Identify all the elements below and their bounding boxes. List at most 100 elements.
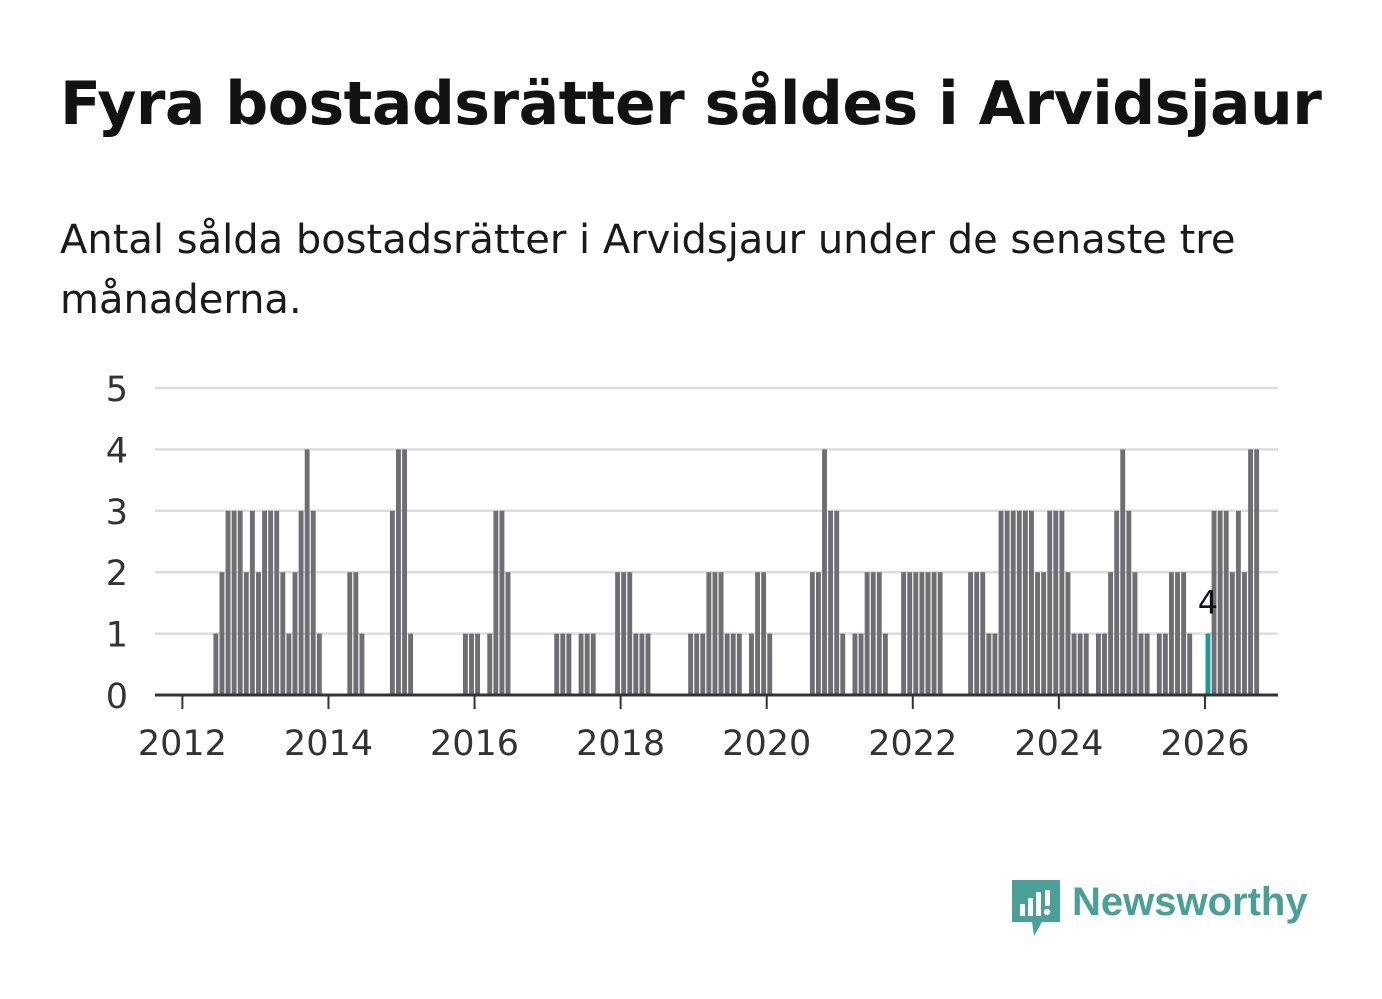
bar — [840, 633, 846, 695]
bar — [353, 572, 359, 695]
bar — [749, 633, 754, 695]
labels: 0 1 2 3 4 5 2012 2014 2016 2018 2020 2022 2024 2026 4 — [106, 370, 1250, 764]
bar — [487, 633, 493, 695]
bar — [359, 633, 365, 695]
bar — [225, 510, 231, 695]
bar — [974, 572, 980, 695]
bar — [1156, 633, 1162, 695]
bar — [736, 633, 742, 695]
y-tick-label: 3 — [106, 493, 128, 533]
bar — [822, 449, 827, 695]
bar — [1010, 510, 1016, 695]
bar — [1114, 510, 1120, 695]
bar — [1022, 510, 1028, 695]
bar — [1102, 633, 1107, 695]
bar — [243, 572, 249, 695]
y-tick-label: 4 — [106, 431, 128, 471]
bar — [718, 572, 724, 695]
bar — [724, 633, 730, 695]
bar — [815, 572, 821, 695]
y-tick-label: 5 — [106, 370, 128, 410]
x-tick-label: 2022 — [868, 724, 957, 764]
x-tick-label: 2014 — [284, 724, 373, 764]
bar — [584, 633, 590, 695]
bar — [645, 633, 651, 695]
bar — [1059, 510, 1065, 695]
bar — [1132, 572, 1138, 695]
bar — [578, 633, 584, 695]
bar — [694, 633, 700, 695]
brand-logo: Newsworthy — [1010, 878, 1308, 940]
x-tick-label: 2016 — [430, 724, 519, 764]
bar — [1229, 572, 1235, 695]
bar — [986, 633, 992, 695]
bar — [1126, 510, 1132, 695]
bar — [1248, 449, 1254, 695]
y-tick-label: 0 — [106, 677, 128, 717]
bar — [858, 633, 864, 695]
bar — [310, 510, 316, 695]
bar — [1077, 633, 1083, 695]
bar — [767, 633, 773, 695]
bar — [639, 633, 645, 695]
bar — [1254, 449, 1260, 695]
bar — [992, 633, 998, 695]
bar — [560, 633, 566, 695]
bar — [1217, 510, 1223, 695]
bar — [256, 572, 261, 695]
bar — [882, 633, 888, 695]
bar — [870, 572, 876, 695]
bar — [907, 572, 913, 695]
x-tick-label: 2024 — [1014, 724, 1103, 764]
bar — [1095, 633, 1101, 695]
axes — [155, 693, 1278, 709]
bar — [316, 633, 322, 695]
bar — [1211, 510, 1217, 695]
y-tick-label: 1 — [106, 616, 128, 656]
bar — [1041, 572, 1047, 695]
bar — [408, 633, 414, 695]
bar — [499, 510, 505, 695]
bar — [286, 633, 292, 695]
bar — [1223, 510, 1229, 695]
bar — [925, 572, 931, 695]
bar — [1162, 633, 1168, 695]
bar — [828, 510, 834, 695]
bar — [980, 572, 986, 695]
gridlines — [155, 386, 1278, 635]
brand-name: Newsworthy — [1072, 880, 1308, 924]
bar — [901, 572, 907, 695]
bar — [1083, 633, 1089, 695]
bar — [730, 633, 736, 695]
chart-subtitle: Antal sålda bostadsrätter i Arvidsjaur u… — [60, 217, 1236, 323]
bar — [1187, 633, 1193, 695]
bar — [262, 510, 268, 695]
bar — [402, 449, 407, 695]
bar — [1235, 510, 1241, 695]
bar — [268, 510, 274, 695]
highlight-data-label: 4 — [1198, 584, 1218, 622]
bar — [1138, 633, 1144, 695]
bar — [1168, 572, 1174, 695]
bar — [1053, 510, 1059, 695]
bar — [231, 510, 237, 695]
bar — [1242, 572, 1247, 695]
bars — [213, 449, 1260, 695]
bar — [505, 572, 511, 695]
bar — [389, 510, 395, 695]
bar — [347, 572, 353, 695]
bar — [852, 633, 858, 695]
x-tick-label: 2018 — [576, 724, 665, 764]
bar — [274, 510, 280, 695]
bar — [1065, 572, 1071, 695]
bar — [755, 572, 761, 695]
bar — [633, 633, 639, 695]
bar — [1004, 510, 1010, 695]
bar — [864, 572, 870, 695]
bar — [462, 633, 468, 695]
bar — [213, 633, 219, 695]
bar — [1035, 572, 1040, 695]
newsworthy-logo-icon — [1012, 880, 1060, 936]
bar — [1120, 449, 1126, 695]
